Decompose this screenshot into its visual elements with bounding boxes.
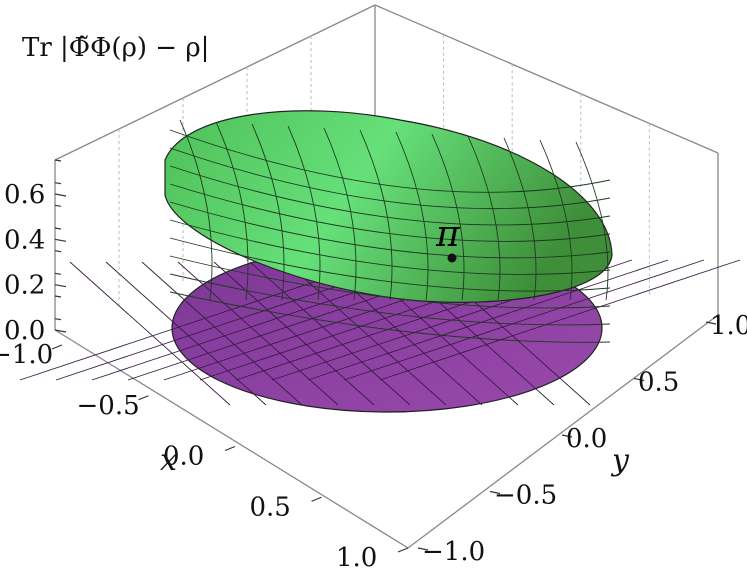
error-surface (164, 110, 613, 343)
z-axis-ticks (54, 159, 67, 333)
error-surface-mesh (169, 119, 611, 343)
z-tick-label: 0.0 (4, 316, 45, 346)
x-axis-tick-labels: −1.0 −0.5 0.0 0.5 1.0 (0, 340, 377, 573)
minimum-point-marker (447, 253, 457, 263)
z-tick-label: 0.4 (4, 225, 45, 255)
y-axis-tick-labels: −1.0 −0.5 0.0 0.5 1.0 (422, 311, 747, 567)
y-tick-label: 0.0 (566, 424, 607, 454)
y-axis-ticks (417, 321, 717, 551)
x-tick-label: 0.5 (250, 492, 291, 522)
x-tick-label: 1.0 (336, 543, 377, 573)
y-axis-label: y (610, 443, 630, 478)
y-tick-label: 1.0 (710, 311, 747, 341)
z-tick-label: 0.6 (4, 180, 45, 210)
x-tick-label: −1.0 (0, 340, 53, 370)
pi-annotation: π (435, 214, 461, 255)
z-tick-label: 0.2 (4, 271, 45, 301)
x-tick-label: 0.0 (163, 442, 204, 472)
y-tick-label: −0.5 (494, 481, 557, 511)
bounding-box (54, 4, 719, 549)
x-axis-label: x (160, 443, 177, 478)
x-tick-label: −0.5 (77, 391, 140, 421)
z-axis-label: Tr |Φ̃Φ(ρ) − ρ| (22, 33, 209, 63)
y-tick-label: 0.5 (638, 368, 679, 398)
z-axis-tick-labels: 0.0 0.2 0.4 0.6 (4, 180, 45, 346)
y-tick-label: −1.0 (422, 537, 485, 567)
x-axis-ticks (51, 344, 409, 553)
